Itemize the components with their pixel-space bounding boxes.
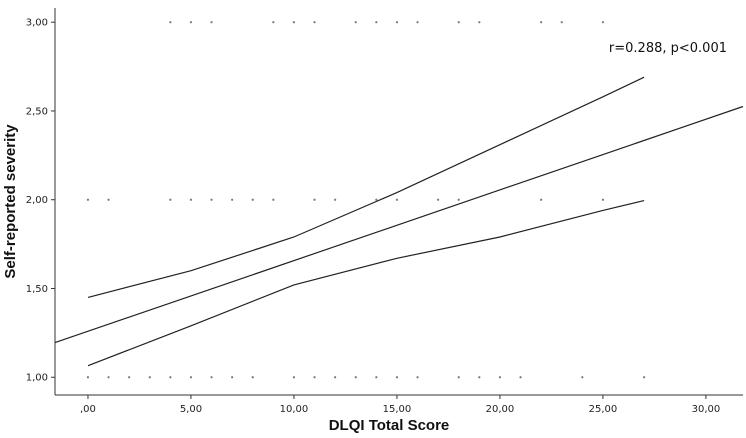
data-point [601, 198, 605, 201]
data-point [292, 376, 296, 379]
data-point [148, 376, 151, 379]
data-point [189, 376, 193, 379]
data-point [519, 376, 522, 379]
data-point [478, 376, 481, 379]
regression-line [54, 105, 744, 344]
data-point [189, 198, 193, 201]
confidence-upper-line [87, 76, 645, 298]
y-tick-label: 1,50 [26, 284, 48, 295]
plot-frame [54, 8, 743, 396]
data-point [560, 21, 563, 24]
data-point [457, 21, 460, 24]
data-point [457, 198, 460, 201]
data-point [189, 21, 193, 24]
data-point [334, 376, 337, 379]
y-tick-label: 3,00 [26, 18, 48, 29]
data-point [416, 376, 419, 379]
data-point [292, 21, 296, 24]
x-axis-label: DLQI Total Score [329, 417, 450, 434]
confidence-lower-line [87, 200, 645, 367]
data-point [231, 376, 234, 379]
data-point [107, 376, 110, 379]
x-tick-label: ,00 [80, 404, 96, 415]
scatter-points [86, 21, 646, 379]
data-point [313, 376, 316, 379]
data-point [210, 198, 213, 201]
data-point [416, 21, 419, 24]
data-point [210, 376, 213, 379]
data-point [478, 21, 481, 24]
x-tick-label: 10,00 [280, 404, 309, 415]
x-tick-label: 25,00 [589, 404, 618, 415]
data-point [457, 376, 460, 379]
y-tick-label: 1,00 [26, 373, 48, 384]
data-point [395, 21, 399, 24]
data-point [210, 21, 213, 24]
x-tick-label: 5,00 [180, 404, 202, 415]
data-point [395, 376, 399, 379]
y-tick-label: 2,50 [26, 106, 48, 117]
data-point [643, 376, 646, 379]
x-tick-label: 30,00 [692, 404, 721, 415]
data-point [231, 198, 234, 201]
data-point [437, 198, 440, 201]
data-point [313, 198, 316, 201]
x-tick-label: 15,00 [383, 404, 412, 415]
data-point [540, 198, 543, 201]
x-tick-label: 20,00 [486, 404, 515, 415]
data-point [169, 21, 172, 24]
data-point [581, 376, 584, 379]
data-point [86, 198, 90, 201]
y-axis-label: Self-reported severity [2, 124, 19, 279]
data-point [169, 376, 172, 379]
data-point [169, 198, 172, 201]
data-point [86, 376, 90, 379]
data-point [272, 198, 275, 201]
data-point [375, 21, 378, 24]
data-point [375, 376, 378, 379]
x-ticks: ,00 5,00 10,00 15,00 20,00 25,00 30,00 [80, 395, 720, 415]
data-point [354, 21, 357, 24]
data-point [313, 21, 316, 24]
data-point [540, 21, 543, 24]
data-point [601, 21, 605, 24]
data-point [395, 198, 399, 201]
data-point [272, 21, 275, 24]
data-point [251, 198, 254, 201]
data-point [334, 198, 337, 201]
data-point [251, 376, 254, 379]
data-point [498, 376, 502, 379]
y-ticks: 1,00 1,50 2,00 2,50 3,00 [26, 18, 55, 384]
data-point [354, 376, 357, 379]
fit-lines [54, 76, 744, 367]
data-point [375, 198, 378, 201]
data-point [107, 198, 110, 201]
correlation-annotation: r=0.288, p<0.001 [609, 41, 727, 56]
data-point [128, 376, 131, 379]
y-tick-label: 2,00 [26, 195, 48, 206]
